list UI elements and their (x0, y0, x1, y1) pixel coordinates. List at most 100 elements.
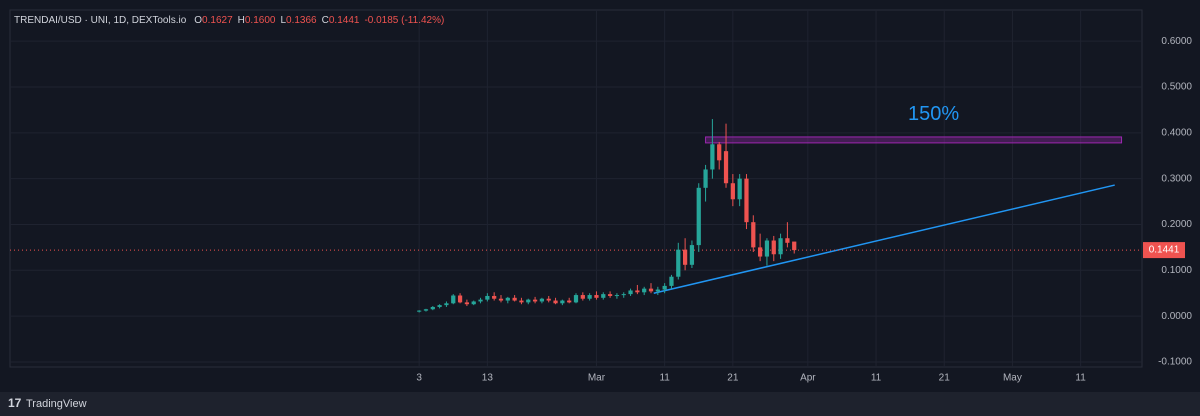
y-tick-label: 0.0000 (1161, 311, 1192, 322)
candle-body (553, 300, 558, 304)
candle-body (607, 294, 613, 296)
candle-body (423, 309, 429, 311)
candle-body (792, 241, 797, 251)
brand-name: TradingView (26, 398, 87, 410)
candle-body (532, 299, 538, 302)
x-tick-label: 21 (939, 373, 951, 384)
candle-body (587, 295, 592, 299)
ohlc-value: 0.1627 (202, 15, 233, 26)
candle-body (573, 295, 579, 303)
last-price-box (1143, 242, 1185, 259)
candle-body (751, 222, 756, 248)
candle-body (662, 285, 667, 290)
y-tick-label: 0.3000 (1161, 173, 1192, 184)
candle-body (492, 295, 497, 299)
candle-body (689, 245, 695, 265)
candle-body (519, 300, 524, 303)
candle-body (451, 295, 456, 304)
candle-body (758, 247, 763, 257)
ohlc-key: C (322, 15, 329, 26)
candle-body (723, 151, 729, 184)
candle-body (771, 240, 776, 255)
candle-body (444, 303, 449, 306)
footer-bar (0, 392, 1200, 416)
brand-logo: 17 TradingView (8, 396, 87, 410)
logo-mark: 17 (8, 396, 22, 410)
candle-body (785, 238, 790, 243)
x-tick-label: May (1003, 373, 1022, 384)
price-zone (705, 136, 1123, 144)
candle-body (682, 249, 688, 265)
trend-line (653, 184, 1115, 294)
x-tick-label: 3 (416, 373, 422, 384)
candle-body (655, 289, 660, 292)
candle-body (730, 183, 735, 200)
x-tick-label: Apr (800, 373, 816, 384)
candle-body (676, 249, 681, 277)
ohlc-value: 0.1366 (286, 15, 317, 26)
candle-body (642, 288, 647, 293)
candle-body (485, 295, 490, 300)
candle-body (464, 302, 470, 305)
candles (417, 119, 797, 313)
candle-body (669, 276, 674, 286)
candle-body (628, 290, 633, 295)
ohlc-key: O (194, 15, 202, 26)
ohlc-value: 0.1600 (245, 15, 276, 26)
candle-body (430, 306, 435, 310)
candle-body (546, 298, 551, 301)
candle-body (471, 301, 476, 305)
candle-body (505, 297, 510, 301)
x-tick-label: 11 (871, 373, 882, 384)
candle-body (457, 295, 463, 303)
y-tick-label: -0.1000 (1158, 357, 1192, 368)
x-tick-label: 21 (727, 373, 739, 384)
candle-body (594, 295, 599, 298)
candle-body (710, 144, 715, 170)
candle-body (539, 298, 545, 302)
x-tick-label: 11 (659, 373, 670, 384)
x-tick-label: 13 (482, 373, 494, 384)
candle-body (601, 294, 606, 298)
candle-body (635, 290, 640, 293)
candle-body (614, 295, 620, 297)
candle-body (580, 295, 585, 299)
candle-body (567, 300, 572, 303)
ohlc-key: L (280, 15, 286, 26)
y-tick-label: 0.4000 (1161, 127, 1192, 138)
candle-body (437, 305, 442, 307)
grid (10, 10, 1142, 367)
change: -0.0185 (-11.42%) (364, 15, 444, 26)
y-tick-label: 0.2000 (1161, 219, 1192, 230)
x-tick-label: 11 (1075, 373, 1086, 384)
candle-body (621, 294, 626, 296)
candle-body (478, 299, 483, 302)
y-tick-label: 0.1000 (1161, 265, 1192, 276)
candle-body (703, 169, 708, 188)
y-tick-label: 0.5000 (1161, 82, 1192, 93)
ohlc-value: 0.1441 (329, 15, 360, 26)
candle-body (717, 144, 722, 161)
y-tick-label: 0.6000 (1161, 36, 1192, 47)
annotations: 150% (10, 103, 1142, 294)
symbol: TRENDAI/USD · UNI, 1D, DEXTools.io (14, 15, 187, 26)
candle-body (512, 297, 517, 301)
candle-body (648, 288, 654, 292)
candle-body (744, 178, 749, 223)
ohlc-key: H (238, 15, 245, 26)
candle-body (737, 178, 742, 200)
candle-body (498, 298, 504, 301)
candle-body (778, 238, 783, 255)
plot-frame (9, 9, 1143, 368)
axes: -0.1000 0.0000 0.1000 0.2000 0.3000 0.4000 0.5… (416, 36, 1192, 384)
legend: TRENDAI/USD · UNI, 1D, DEXTools.io O0.162… (14, 15, 444, 26)
x-tick-label: Mar (588, 373, 606, 384)
candle-body (526, 299, 531, 303)
candle-body (417, 310, 422, 312)
last-price-label: 0.1441 (1149, 245, 1180, 256)
candle-body (560, 300, 565, 304)
annotation-label: 150% (908, 103, 959, 125)
